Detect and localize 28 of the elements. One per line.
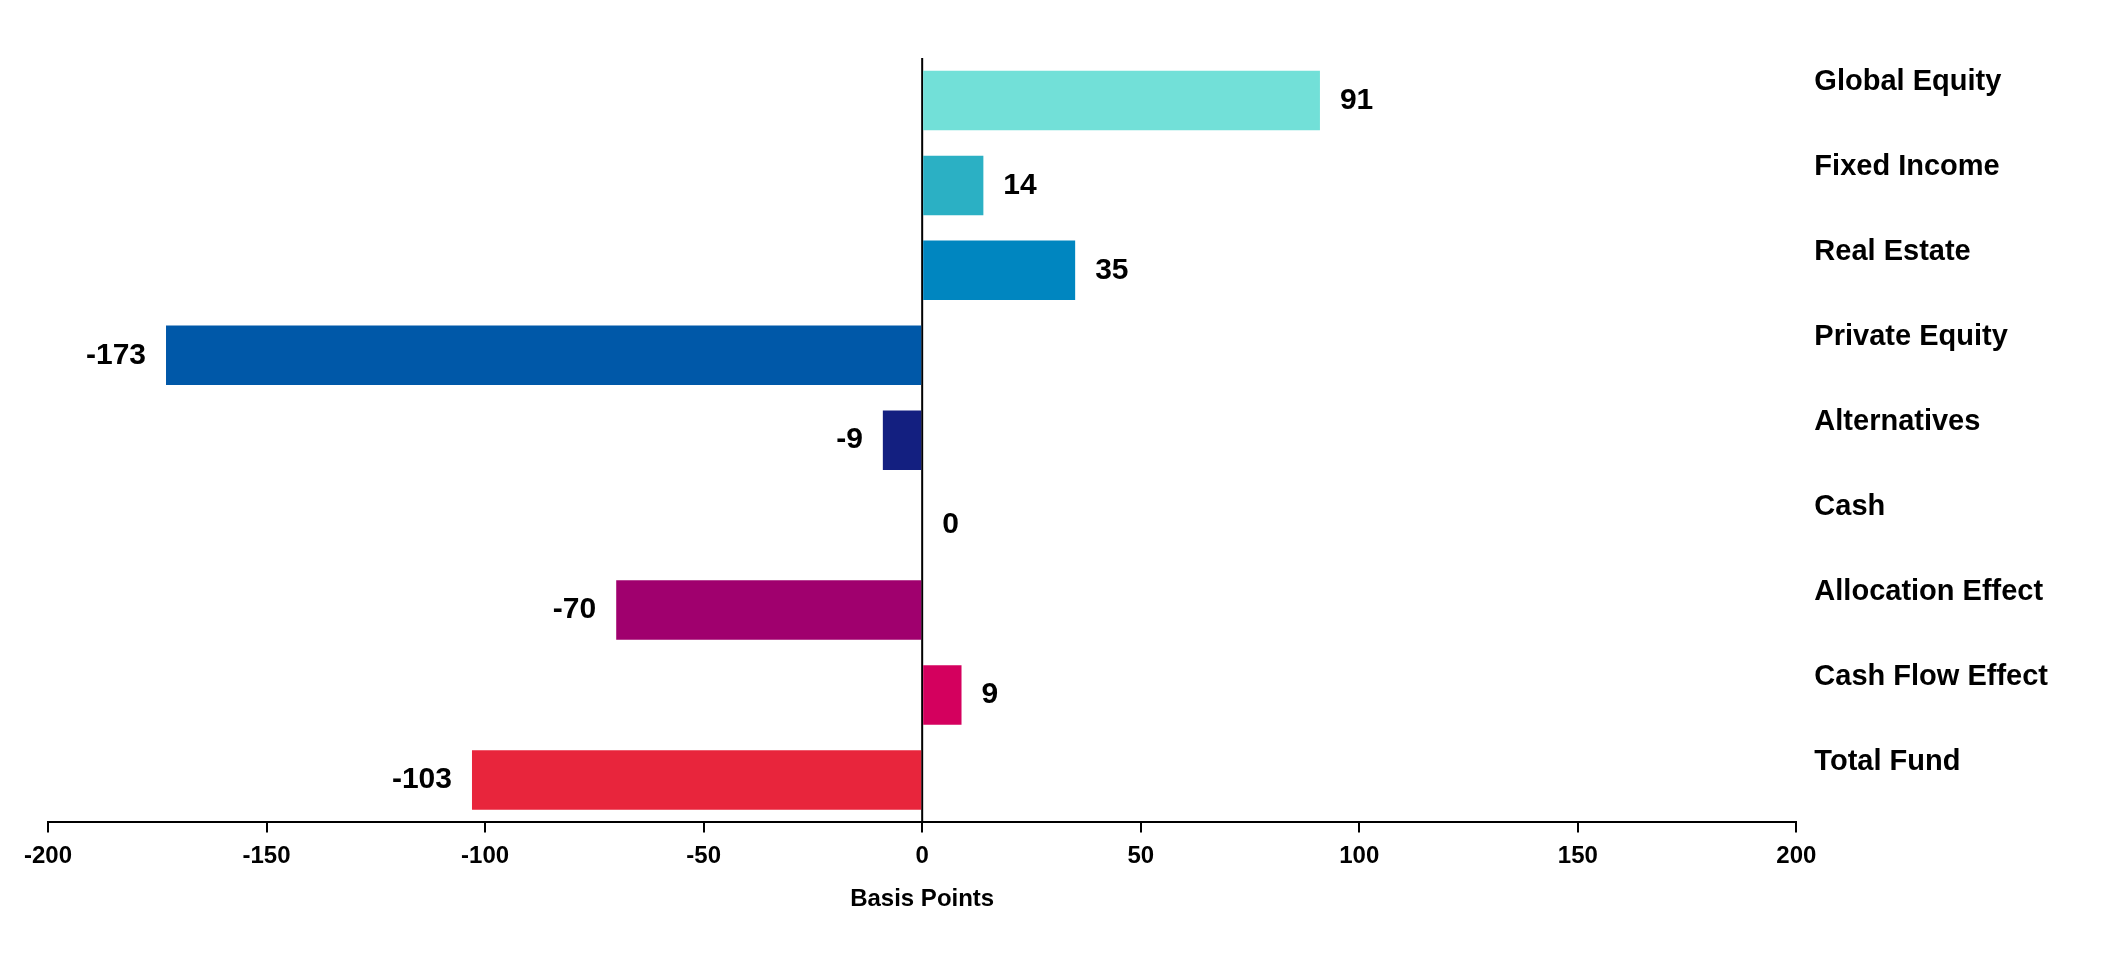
data-label: 35 [1095,251,1129,285]
data-label: 0 [942,506,959,540]
x-tick-label: 200 [1776,841,1817,869]
data-label: -70 [552,591,597,625]
y-tick-label: Fixed Income [1814,149,2000,182]
data-label: -103 [391,761,452,795]
y-tick-label: Cash [1814,489,1886,522]
data-label: 14 [1003,166,1038,200]
x-tick-label: 150 [1557,841,1598,869]
y-tick-label: Cash Flow Effect [1814,659,2049,691]
x-tick-label: 0 [915,841,929,869]
data-label: 9 [981,676,999,710]
x-tick-label: -200 [23,841,73,869]
y-tick-label: Total Fund [1814,743,1961,776]
y-tick-label: Global Equity [1814,64,2002,97]
y-tick-label: Alternatives [1814,404,1981,437]
x-axis-title: Basis Points [850,884,995,912]
y-tick-label: Private Equity [1814,319,2008,352]
x-tick-label: 50 [1127,841,1155,869]
x-tick-label: -150 [242,841,291,869]
x-tick-label: 100 [1339,841,1380,869]
x-tick-label: -50 [686,841,721,869]
data-label: -9 [836,421,863,455]
data-label: -173 [85,336,147,370]
y-tick-label: Allocation Effect [1814,574,2044,607]
y-tick-label: Real Estate [1814,234,1971,267]
data-label: 91 [1339,81,1374,115]
x-tick-label: -100 [461,841,510,869]
